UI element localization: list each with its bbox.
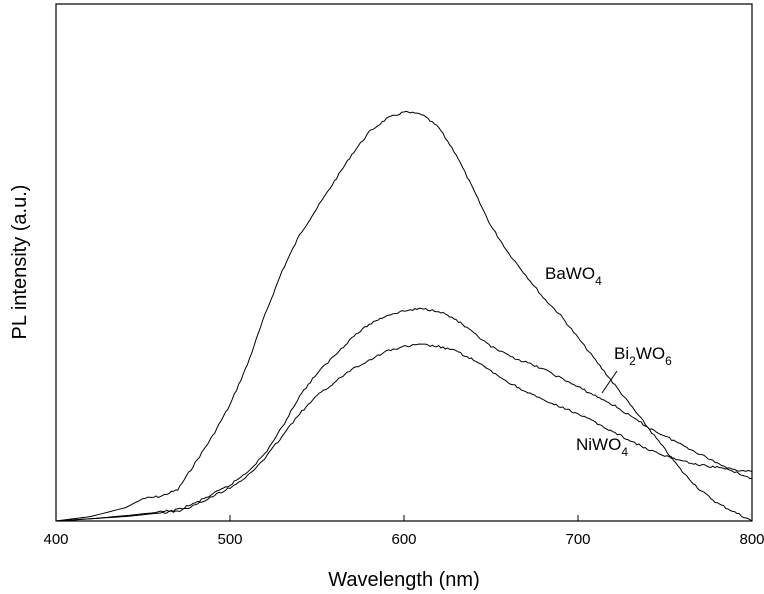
x-tick-label-700: 700 [565,531,590,548]
x-tick-label-500: 500 [217,531,242,548]
series-line-bawo4 [55,110,753,522]
x-tick-label-400: 400 [43,531,68,548]
x-axis-ticks [55,515,753,521]
x-tick-label-800: 800 [739,531,764,548]
plot-frame [55,3,753,522]
series-label-niwo4: NiWO4 [576,435,628,459]
series-lines [55,110,753,522]
series-label-bi2wo6: Bi2WO6 [614,344,672,368]
bi2wo6-label-pointer [601,370,618,394]
series-line-bi2wo6 [55,307,753,522]
x-tick-label-600: 600 [391,531,416,548]
x-axis-title: Wavelength (nm) [328,569,480,591]
y-axis-title: PL intensity (a.u.) [9,185,31,340]
series-label-bawo4: BaWO4 [545,264,602,288]
x-axis-tick-labels: 400 500 600 700 800 [43,531,764,548]
series-line-niwo4 [55,343,753,522]
